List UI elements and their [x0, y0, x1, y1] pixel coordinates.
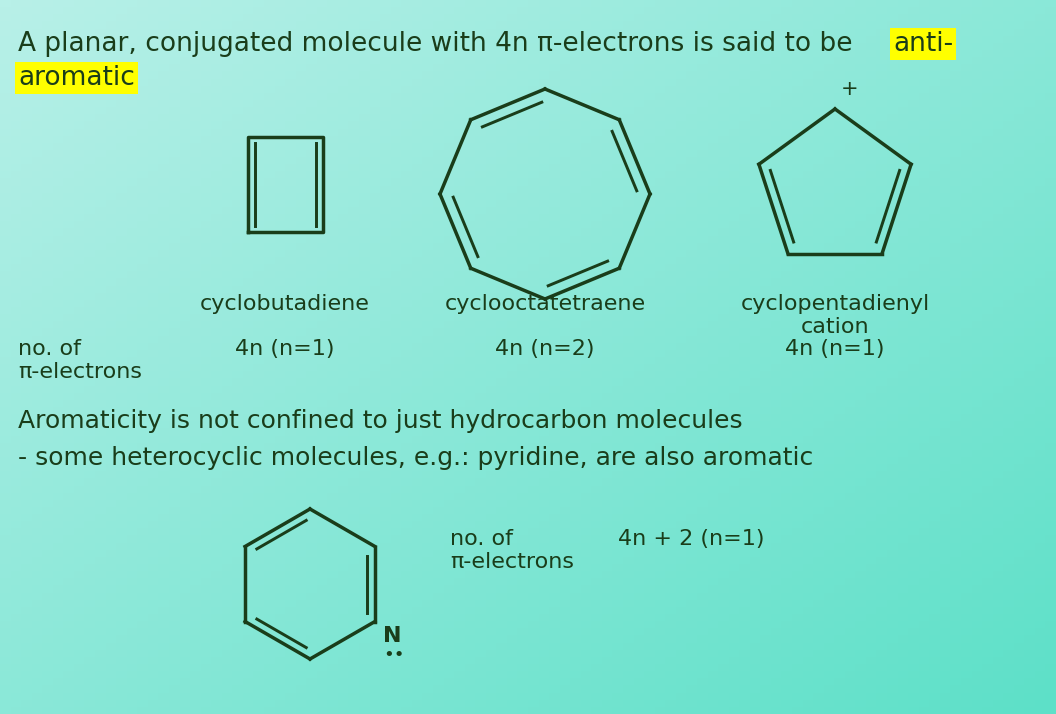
Text: 4n (n=2): 4n (n=2) — [495, 339, 595, 359]
Text: - some heterocyclic molecules, e.g.: pyridine, are also aromatic: - some heterocyclic molecules, e.g.: pyr… — [18, 446, 813, 470]
Text: cyclobutadiene: cyclobutadiene — [200, 294, 370, 314]
Text: no. of
π-electrons: no. of π-electrons — [18, 339, 142, 382]
Text: 4n (n=1): 4n (n=1) — [235, 339, 335, 359]
Text: no. of
π-electrons: no. of π-electrons — [450, 529, 574, 572]
Text: ••: •• — [383, 645, 404, 663]
Text: N: N — [383, 626, 401, 646]
Text: cyclooctatetraene: cyclooctatetraene — [445, 294, 645, 314]
Text: 4n + 2 (n=1): 4n + 2 (n=1) — [618, 529, 765, 549]
Text: anti-: anti- — [893, 31, 954, 57]
Text: A planar, conjugated molecule with 4n π-electrons is said to be: A planar, conjugated molecule with 4n π-… — [18, 31, 861, 57]
Text: Aromaticity is not confined to just hydrocarbon molecules: Aromaticity is not confined to just hydr… — [18, 409, 742, 433]
Text: cyclopentadienyl
cation: cyclopentadienyl cation — [740, 294, 929, 337]
Text: +: + — [842, 79, 859, 99]
Text: 4n (n=1): 4n (n=1) — [786, 339, 885, 359]
Text: aromatic: aromatic — [18, 65, 135, 91]
